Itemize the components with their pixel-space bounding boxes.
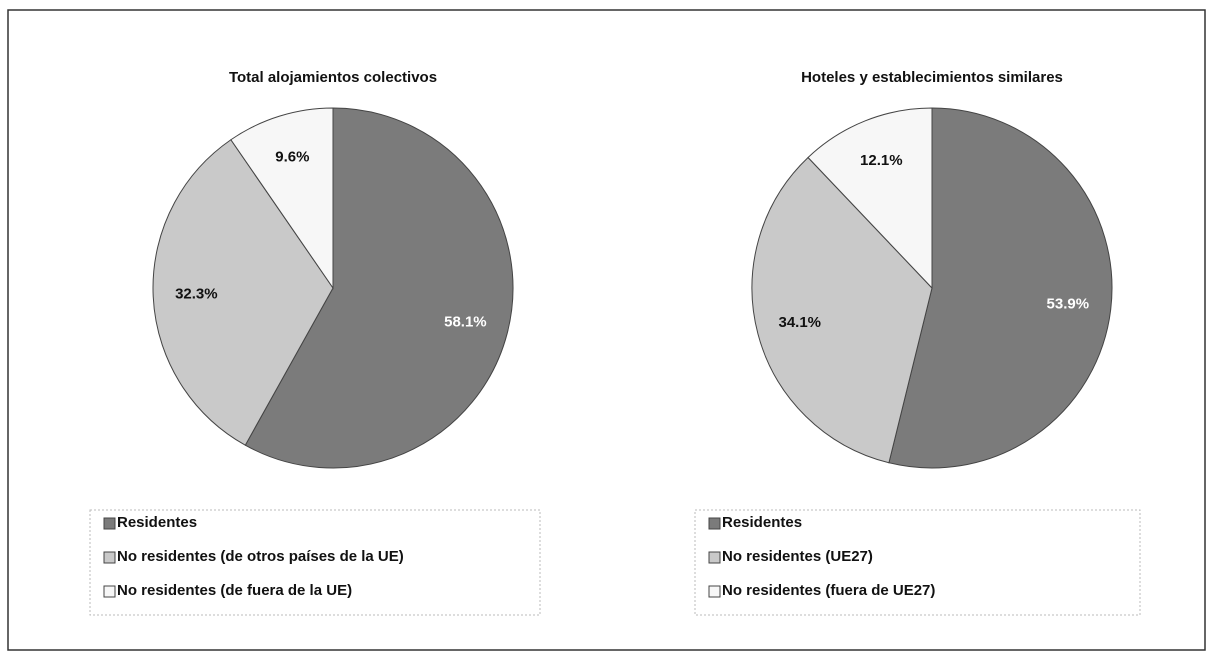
- pie-slice: [244, 107, 514, 469]
- chart-title: Hoteles y establecimientos similares: [801, 69, 1063, 86]
- data-label: 12.1%: [860, 152, 903, 169]
- legend-swatch: [103, 517, 116, 530]
- legend-label: No residentes (UE27): [722, 548, 873, 565]
- legend-swatch: [708, 551, 721, 564]
- legend-label: No residentes (de otros países de la UE): [117, 548, 404, 565]
- pie-slice: [230, 107, 334, 290]
- legend-box: [89, 509, 541, 616]
- legend-swatch: [103, 585, 116, 598]
- data-label: 34.1%: [778, 314, 821, 331]
- pie-slice: [751, 156, 933, 464]
- legend-swatch: [103, 551, 116, 564]
- frame: [7, 9, 1206, 651]
- legend-label: No residentes (fuera de UE27): [722, 582, 935, 599]
- legend-swatch: [708, 517, 721, 530]
- pie-slice: [807, 107, 933, 290]
- legend-label: Residentes: [117, 514, 197, 531]
- chart-title: Total alojamientos colectivos: [229, 69, 437, 86]
- data-label: 9.6%: [275, 148, 309, 165]
- data-label: 32.3%: [175, 285, 218, 302]
- legend-swatch: [708, 585, 721, 598]
- legend-box: [694, 509, 1141, 616]
- legend-label: No residentes (de fuera de la UE): [117, 582, 352, 599]
- data-label: 53.9%: [1047, 295, 1090, 312]
- pie-slice: [888, 107, 1113, 469]
- legend-label: Residentes: [722, 514, 802, 531]
- data-label: 58.1%: [444, 313, 487, 330]
- pie-slice: [152, 139, 334, 446]
